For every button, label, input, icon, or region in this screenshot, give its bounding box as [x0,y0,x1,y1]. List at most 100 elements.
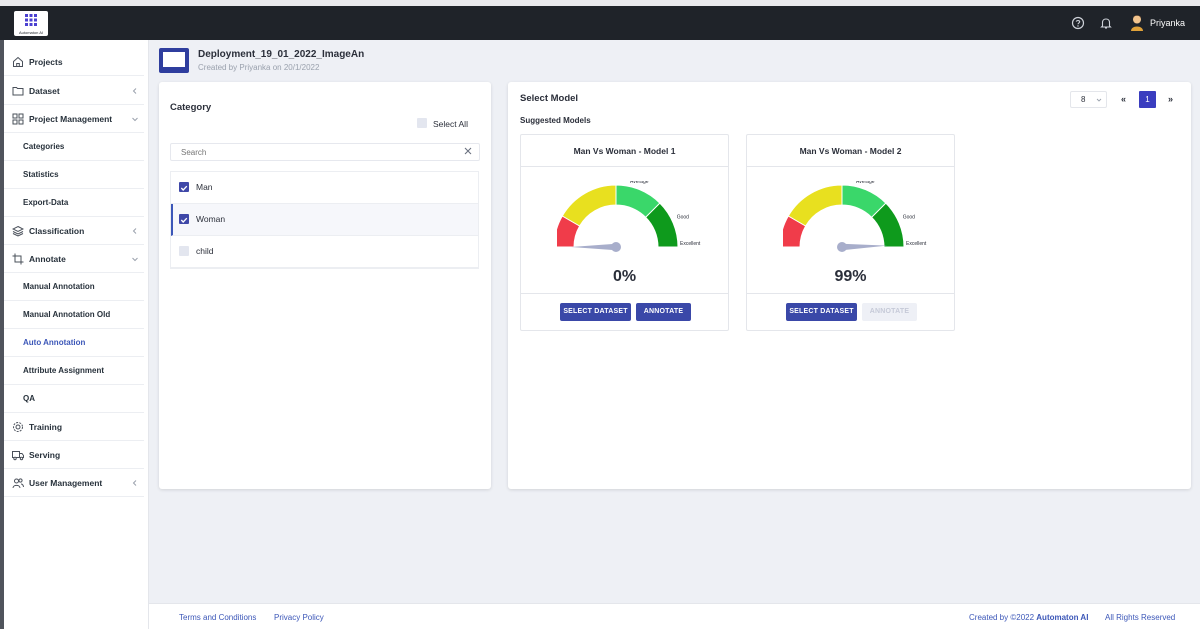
sidebar-item-categories[interactable]: Categories [4,133,144,161]
sidebar-item-projects[interactable]: Projects [4,48,144,76]
page-subtitle: Created by Priyanka on 20/1/2022 [198,63,320,72]
list-item[interactable]: Woman [171,204,478,236]
sidebar-item-statistics[interactable]: Statistics [4,161,144,189]
terms-link[interactable]: Terms and Conditions [179,613,257,622]
sidebar-item-label: Training [29,421,63,432]
sidebar-item-label: Annotate [29,253,66,264]
list-item[interactable]: Man [171,172,478,204]
sidebar-item-manual-annotation[interactable]: Manual Annotation [4,273,144,301]
gauge-label-good: Good [903,215,915,221]
page-size-value: 8 [1081,95,1086,104]
gauge-label-excellent: Excellent [906,241,927,247]
gauge-segment-average [787,184,843,227]
logo-text: Automaton AI [18,30,43,35]
sidebar-item-attribute-assignment[interactable]: Attribute Assignment [4,357,144,385]
sidebar-item-label: Export-Data [23,198,69,207]
model-card-title: Man Vs Woman - Model 1 [521,135,728,167]
copyright-prefix: Created by ©2022 [969,613,1035,622]
category-label: Man [196,182,213,192]
select-dataset-button[interactable]: SELECT DATASET [786,303,857,321]
sidebar-item-user-management[interactable]: User Management [4,469,144,497]
window-top-strip [0,0,1200,6]
sidebar-item-manual-annotation-old[interactable]: Manual Annotation Old [4,301,144,329]
annotate-button[interactable]: ANNOTATE [636,303,691,321]
category-checkbox[interactable] [179,214,189,224]
grid-icon [12,113,24,125]
sidebar-item-label: Manual Annotation Old [23,310,111,319]
pagination-current-page[interactable]: 1 [1139,91,1156,108]
score-gauge: PoorAverageGoodExcellent [557,181,701,252]
sidebar-item-label: Attribute Assignment [23,366,105,375]
sidebar-item-dataset[interactable]: Dataset [4,77,144,105]
search-input[interactable] [170,143,480,161]
category-label: Woman [196,214,226,224]
chevron-left-icon [132,228,137,234]
gauge-segment-average [561,184,617,227]
gauge-needle [841,243,887,251]
model-card-title: Man Vs Woman - Model 2 [747,135,954,167]
sidebar-item-qa[interactable]: QA [4,385,144,413]
annotate-button-disabled: ANNOTATE [862,303,917,321]
page-size-select[interactable]: 8 [1070,91,1107,108]
sidebar: Projects Dataset Project Management Cate… [4,40,149,629]
rights-text: All Rights Reserved [1105,613,1176,622]
brand-name[interactable]: Automaton AI [1036,613,1089,622]
crop-icon [12,253,24,265]
category-list: Man Woman child [170,171,479,269]
pagination-prev[interactable]: « [1121,94,1127,104]
gauge-needle-hub [611,242,621,252]
username[interactable]: Priyanka [1150,18,1186,28]
app-logo[interactable]: Automaton AI [14,11,48,36]
project-thumbnail [159,48,189,73]
category-checkbox[interactable] [179,182,189,192]
check-icon [180,185,188,191]
model-card-actions: SELECT DATASET ANNOTATE [747,293,954,330]
sidebar-item-project-management[interactable]: Project Management [4,105,144,133]
suggested-models-label: Suggested Models [520,116,591,125]
page-title: Deployment_19_01_2022_ImageAn [198,49,365,60]
sidebar-item-label: Project Management [29,113,113,124]
sidebar-item-label: Classification [29,225,85,236]
sidebar-item-label: Projects [29,56,63,67]
check-icon [180,217,188,223]
select-all-checkbox[interactable] [417,118,427,128]
chevron-down-icon [1096,98,1102,102]
sidebar-item-classification[interactable]: Classification [4,217,144,245]
model-card: Man Vs Woman - Model 1 PoorAverageGoodEx… [520,134,729,331]
chevron-down-icon [132,117,138,122]
gear-icon [13,422,23,432]
gauge-label-excellent: Excellent [680,241,701,247]
sidebar-item-export-data[interactable]: Export-Data [4,189,144,217]
sidebar-item-label: Manual Annotation [23,282,95,291]
sidebar-item-label: Auto Annotation [23,338,86,347]
sidebar-item-annotate[interactable]: Annotate [4,245,144,273]
model-panel: Select Model Suggested Models 8 « 1 » Ma… [508,82,1191,489]
sidebar-item-auto-annotation[interactable]: Auto Annotation [4,329,144,357]
pagination-next[interactable]: » [1168,94,1174,104]
model-score: 99% [834,268,867,285]
layers-icon [12,225,24,237]
select-all-label[interactable]: Select All [433,119,468,129]
gauge-segment-excellent [870,202,905,248]
category-checkbox[interactable] [179,246,189,256]
category-panel: Category Select All Man Woman child [159,82,491,489]
sidebar-item-label: Serving [29,449,61,460]
bell-icon[interactable] [1099,16,1113,30]
footer: Terms and Conditions Privacy Policy Crea… [149,603,1200,629]
list-item[interactable]: child [171,236,478,268]
close-icon[interactable] [463,146,473,156]
window-left-edge [0,40,4,629]
gauge-label-average: Average [856,181,875,185]
home-icon [13,56,23,67]
avatar[interactable] [1130,14,1144,31]
folder-icon [12,87,24,96]
gauge-label-good: Good [677,215,689,221]
category-label: child [196,246,214,256]
privacy-link[interactable]: Privacy Policy [274,613,324,622]
select-dataset-button[interactable]: SELECT DATASET [560,303,631,321]
category-title: Category [170,102,212,113]
gauge-segment-excellent [644,202,679,248]
sidebar-item-serving[interactable]: Serving [4,441,144,469]
help-icon[interactable] [1071,16,1085,30]
sidebar-item-training[interactable]: Training [4,413,144,441]
